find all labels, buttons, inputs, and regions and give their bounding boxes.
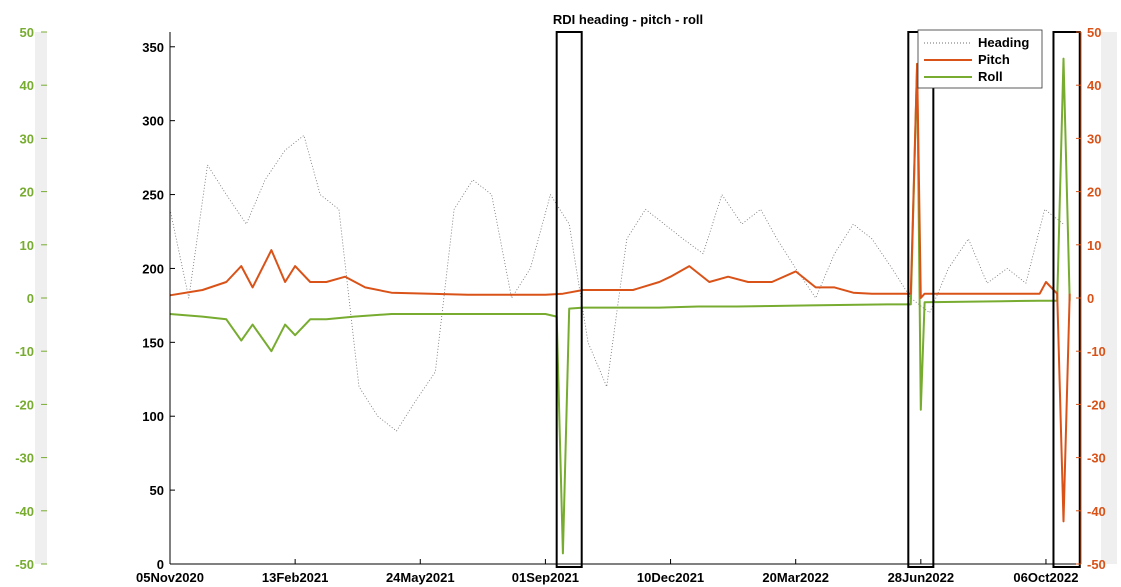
outer-tick-label: -20	[15, 397, 34, 412]
highlight-box	[1052, 31, 1081, 568]
left-tick-label: 250	[142, 188, 164, 203]
left-tick-label: 300	[142, 114, 164, 129]
x-tick-label: 05Nov2020	[136, 570, 204, 585]
right-tick-label: 50	[1087, 25, 1101, 40]
x-tick-label: 28Jun2022	[888, 570, 955, 585]
right-tick-label: -30	[1087, 451, 1106, 466]
pitch-line	[169, 62, 1071, 523]
heading-series	[169, 134, 1064, 432]
highlight-boxes	[555, 31, 1081, 568]
plot-axes	[169, 32, 1082, 565]
left-tick-label: 200	[142, 261, 164, 276]
outer-left-axis: -50 -40 -30 -20 -10 0 10 20 30 40 50	[15, 25, 47, 572]
chart-title: RDI heading - pitch - roll	[553, 12, 703, 27]
right-axis: -50 -40 -30 -20 -10 0 10 20 30 40 50	[1076, 25, 1106, 572]
outer-tick-label: -30	[15, 451, 34, 466]
outer-tick-label: -10	[15, 344, 34, 359]
x-tick-label: 24May2021	[386, 570, 455, 585]
right-tick-label: -10	[1087, 344, 1106, 359]
left-tick-label: 0	[157, 557, 164, 572]
legend-label-heading: Heading	[978, 35, 1029, 50]
outer-tick-label: 30	[20, 131, 34, 146]
right-edge-band	[1101, 32, 1117, 564]
outer-tick-label: -50	[15, 557, 34, 572]
x-tick-label: 06Oct2022	[1013, 570, 1078, 585]
right-tick-label: 0	[1087, 291, 1094, 306]
right-tick-label: -20	[1087, 397, 1106, 412]
outer-tick-label: 0	[27, 291, 34, 306]
roll-series	[169, 57, 1071, 555]
left-axis: 0 50 100 150 200 250 300 350	[142, 40, 175, 572]
left-tick-label: 150	[142, 335, 164, 350]
right-tick-label: 30	[1087, 131, 1101, 146]
x-tick-label: 01Sep2021	[512, 570, 579, 585]
outer-tick-label: 10	[20, 238, 34, 253]
right-tick-label: -40	[1087, 504, 1106, 519]
left-tick-label: 350	[142, 40, 164, 55]
legend: Heading Pitch Roll	[917, 29, 1043, 89]
left-tick-label: 100	[142, 409, 164, 424]
x-tick-label: 13Feb2021	[262, 570, 329, 585]
x-tick-label: 10Dec2021	[637, 570, 704, 585]
highlight-box	[555, 31, 583, 568]
legend-label-pitch: Pitch	[978, 52, 1010, 67]
x-tick-label: 20Mar2022	[762, 570, 829, 585]
left-tick-label: 50	[150, 483, 164, 498]
x-axis: 05Nov2020 13Feb2021 24May2021 01Sep2021 10De…	[136, 559, 1078, 585]
outer-tick-label: 50	[20, 25, 34, 40]
outer-tick-label: 20	[20, 185, 34, 200]
right-tick-label: -50	[1087, 557, 1106, 572]
outer-tick-label: -40	[15, 504, 34, 519]
highlight-box	[907, 31, 935, 568]
right-tick-label: 40	[1087, 78, 1101, 93]
roll-line	[169, 57, 1071, 555]
right-tick-label: 20	[1087, 185, 1101, 200]
heading-line	[169, 134, 1064, 432]
outer-tick-label: 40	[20, 78, 34, 93]
pitch-series	[169, 62, 1071, 523]
right-tick-label: 10	[1087, 238, 1101, 253]
legend-label-roll: Roll	[978, 69, 1003, 84]
